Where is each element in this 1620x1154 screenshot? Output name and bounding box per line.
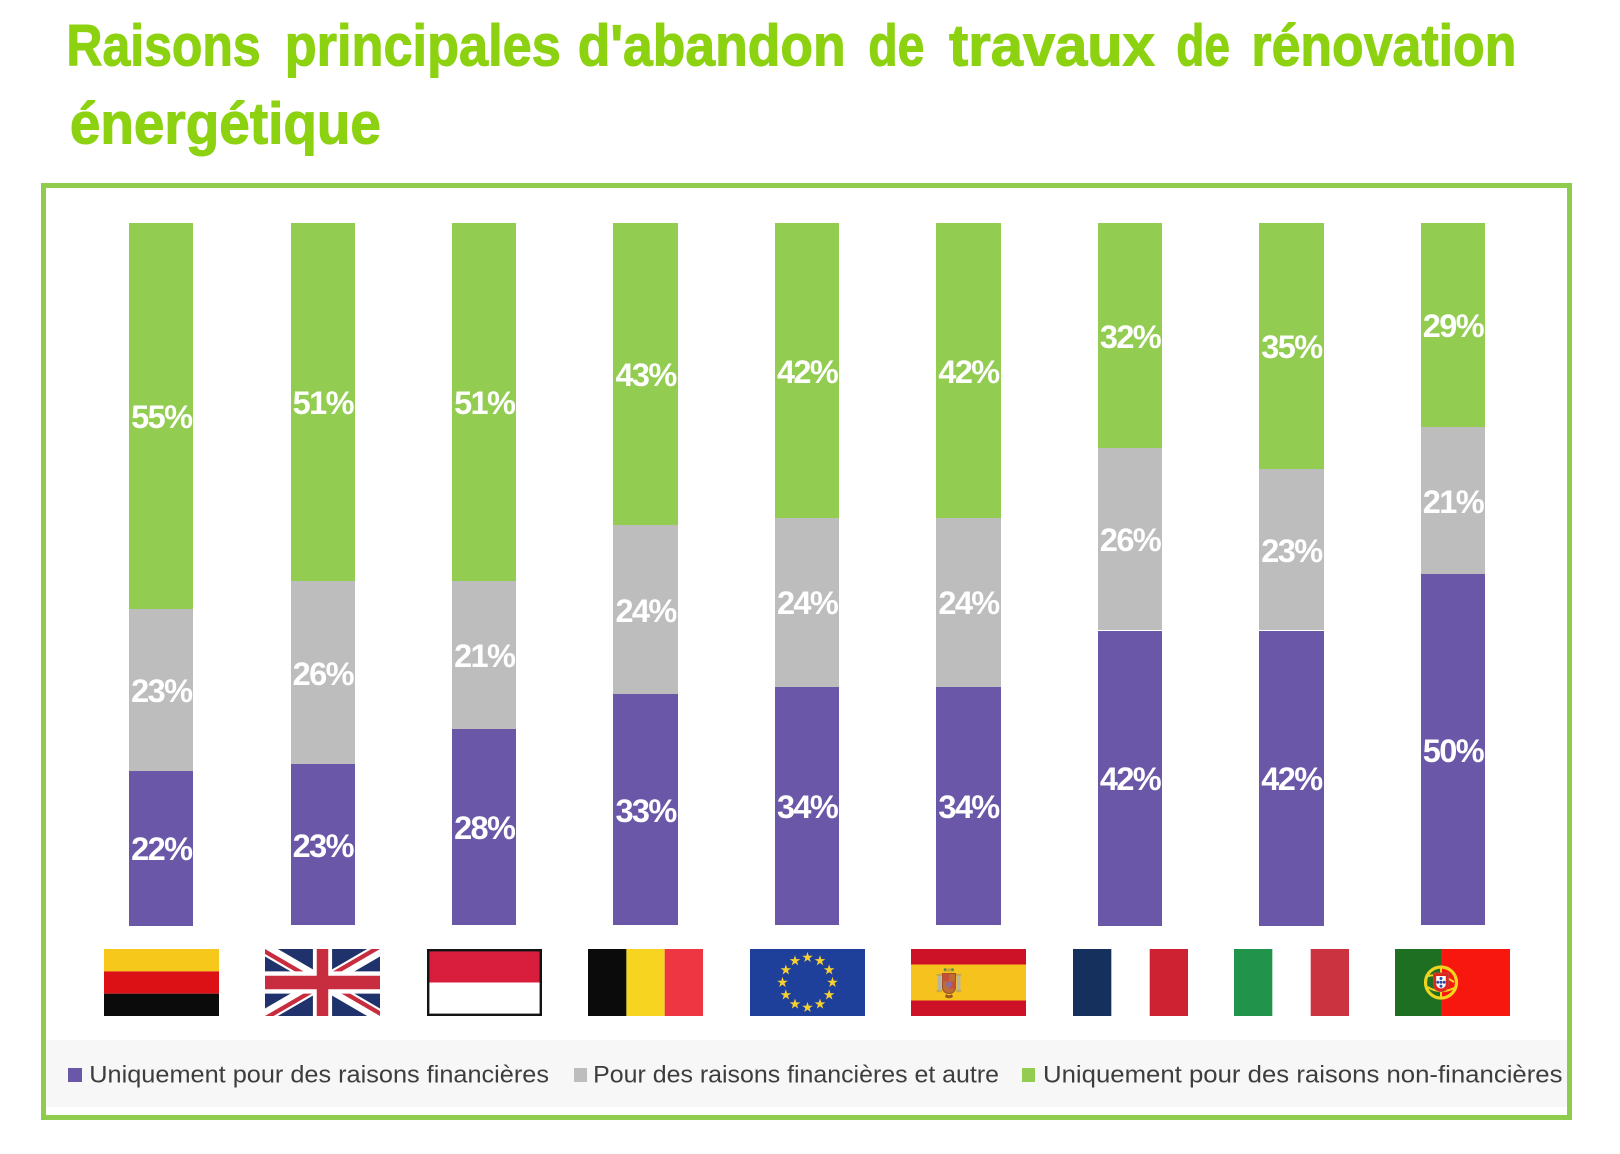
- svg-text:énergétique: énergétique: [70, 91, 381, 156]
- svg-text:Raisons: Raisons: [66, 14, 260, 79]
- svg-text:Pour des raisons financières e: Pour des raisons financières et autre: [593, 1062, 999, 1089]
- svg-text:travaux: travaux: [949, 14, 1155, 79]
- svg-text:principales: principales: [285, 14, 561, 79]
- svg-text:d'abandon: d'abandon: [578, 14, 846, 79]
- svg-text:Uniquement pour des raisons no: Uniquement pour des raisons non-financiè…: [1043, 1062, 1563, 1089]
- svg-text:Uniquement pour des raisons fi: Uniquement pour des raisons financières: [89, 1062, 549, 1089]
- svg-text:de: de: [1176, 14, 1230, 79]
- svg-text:rénovation: rénovation: [1251, 14, 1516, 79]
- svg-text:de: de: [868, 14, 924, 79]
